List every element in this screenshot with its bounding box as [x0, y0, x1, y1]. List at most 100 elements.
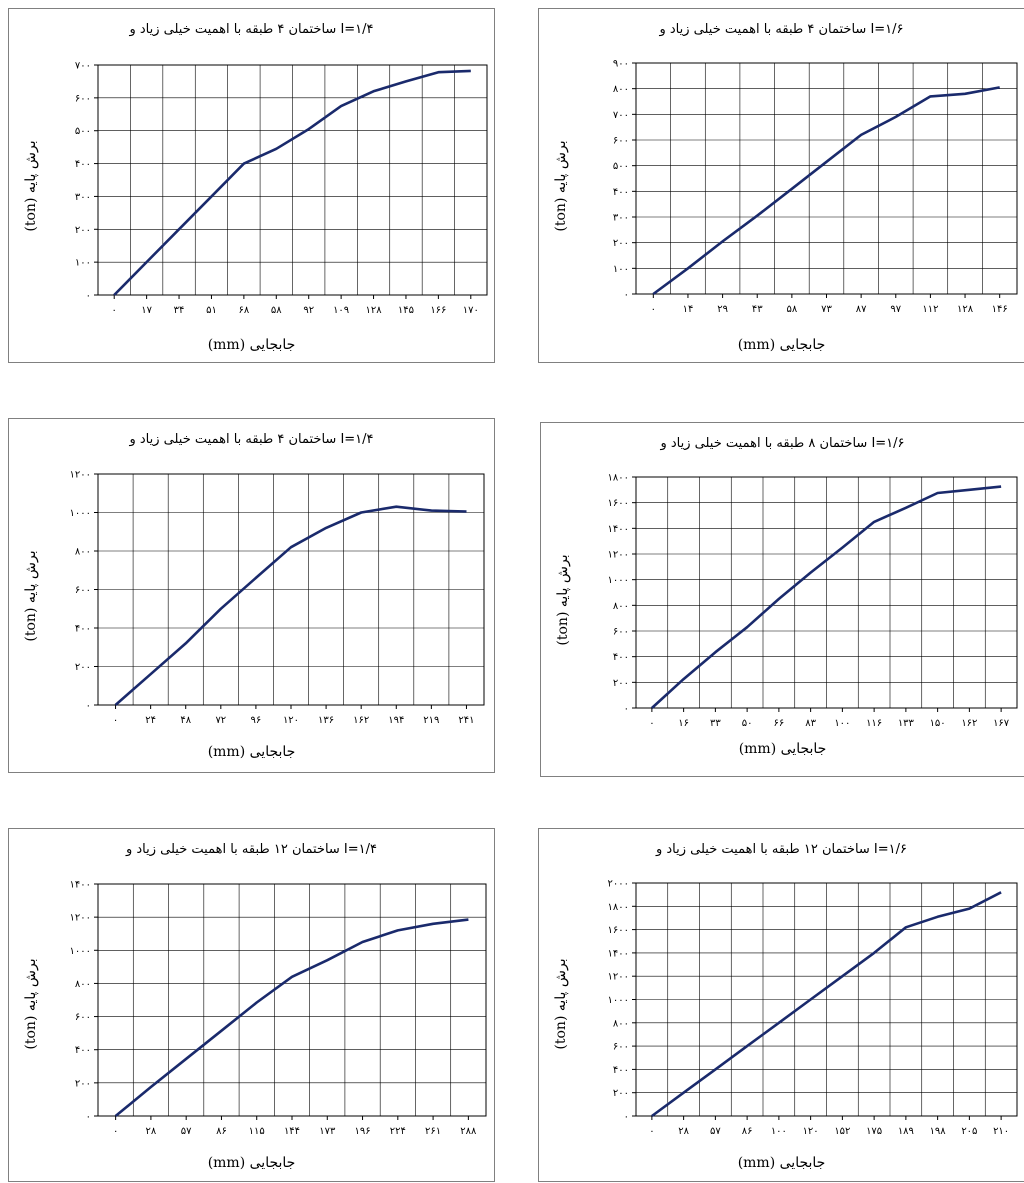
y-tick-label: ۴۰۰	[75, 624, 91, 635]
x-tick-label: ۲۴۱	[458, 715, 474, 726]
x-tick-label: ۱۶۲	[961, 718, 977, 729]
x-tick-label: ۱۹۶	[354, 1126, 370, 1137]
y-tick-label: ۸۰۰	[613, 84, 629, 95]
x-tick-label: ۲۱۹	[423, 715, 439, 726]
y-tick-label: ۶۰۰	[613, 136, 629, 147]
x-tick-label: ۱۷	[141, 305, 152, 316]
y-tick-label: ۱۰۰	[75, 258, 91, 269]
x-tick-label: ۵۷	[181, 1126, 192, 1137]
x-tick-label: ۲۴	[145, 715, 156, 726]
y-axis-label: (ton) برش پایه	[23, 550, 39, 642]
x-tick-label: ۵۸	[786, 304, 797, 315]
series-line	[113, 69, 471, 296]
x-tick-label: ۲۲۴	[390, 1126, 406, 1137]
x-axis-label: (mm) جابجایی	[207, 1155, 296, 1171]
x-axis-label: (mm) جابجایی	[737, 337, 826, 353]
x-tick-label: ۱۶	[678, 718, 689, 729]
x-tick-label: ۱۶۲	[353, 715, 369, 726]
y-tick-label: ۷۰۰	[613, 110, 629, 121]
y-tick-label: ۱۴۰۰	[608, 524, 629, 535]
x-tick-label: ۰	[112, 305, 117, 316]
x-axis-label: (mm) جابجایی	[207, 744, 296, 760]
x-tick-label: ۹۲	[303, 305, 314, 316]
x-tick-label: ۱۱۶	[866, 718, 882, 729]
series-line	[651, 891, 1002, 1118]
x-tick-label: ۸۷	[856, 304, 867, 315]
series-line	[114, 918, 469, 1118]
x-tick-label: ۱۲۰	[283, 715, 299, 726]
y-tick-label: ۲۰۰	[75, 225, 91, 236]
x-tick-label: ۱۷۳	[319, 1126, 336, 1137]
x-tick-label: ۰	[651, 304, 656, 315]
x-tick-label: ۱۹۸	[930, 1126, 947, 1137]
y-axis-label: (ton) برش پایه	[23, 140, 39, 232]
x-tick-label: ۱۲۸	[365, 305, 382, 316]
chart-plot: ۰ ۲۰۰ ۴۰۰ ۶۰۰ ۸۰۰ ۱۰۰۰ ۱۲۰۰ ۰ ۲۴ ۴۸ ۷۲ ۹۶ ۱۲۰ ۱۳۶ ۱۶۲ ۱…	[70, 470, 485, 726]
y-tick-label: ۸۰۰	[75, 547, 91, 558]
x-tick-label: ۹۶	[251, 715, 262, 726]
x-tick-label: ۱۰۰	[771, 1126, 787, 1137]
y-tick-label: ۰	[86, 1112, 91, 1123]
chart-plot: ۰ ۲۰۰ ۴۰۰ ۶۰۰ ۸۰۰ ۱۰۰۰ ۱۲۰۰ ۱۴۰۰ ۱۶۰۰ ۱۸۰۰ ۲۰۰۰ ۰ ۲۸…	[608, 879, 1018, 1137]
x-tick-label: ۲۸	[146, 1126, 157, 1137]
chart-plot: ۰ ۱۰۰ ۲۰۰ ۳۰۰ ۴۰۰ ۵۰۰ ۶۰۰ ۷۰۰ ۸۰۰ ۹۰۰ ۰ ۱۴ ۲۹ ۴۳ ۵۸ ۷۳ ۸…	[613, 59, 1018, 315]
x-tick-label: ۱۵۲	[834, 1126, 850, 1137]
y-tick-label: ۱۰۰	[613, 264, 629, 275]
x-tick-label: ۳۳	[710, 718, 721, 729]
chart-panel-12-story-i16: ساختمان ۱۲ طبقه با اهمیت خیلی زیاد و I=۱…	[538, 828, 1024, 1182]
y-tick-label: ۰	[86, 291, 91, 302]
y-axis-label: (ton) برش پایه	[23, 958, 39, 1050]
x-tick-label: ۸۳	[805, 718, 816, 729]
chart-title: ساختمان ۴ طبقه با اهمیت خیلی زیاد و I=۱/…	[129, 432, 374, 447]
y-tick-label: ۳۰۰	[613, 213, 629, 224]
y-tick-label: ۲۰۰	[75, 662, 91, 673]
x-axis-label: (mm) جابجایی	[207, 337, 296, 353]
y-tick-label: ۲۰۰	[613, 1088, 629, 1099]
x-tick-label: ۱۲۸	[957, 304, 974, 315]
y-tick-label: ۶۰۰	[613, 1042, 629, 1053]
x-tick-label: ۵۷	[710, 1126, 721, 1137]
x-tick-label: ۱۴۴	[284, 1126, 300, 1137]
y-tick-label: ۱۰۰۰	[70, 946, 91, 957]
x-tick-label: ۱۱۲	[922, 304, 938, 315]
y-tick-label: ۴۰۰	[613, 187, 629, 198]
y-tick-label: ۶۰۰	[75, 1012, 91, 1023]
y-tick-label: ۸۰۰	[613, 601, 629, 612]
chart-title: ساختمان ۱۲ طبقه با اهمیت خیلی زیاد و I=۱…	[655, 842, 908, 857]
y-tick-label: ۱۰۰۰	[70, 508, 91, 519]
x-tick-label: ۱۱۵	[249, 1126, 265, 1137]
x-tick-label: ۱۳۶	[318, 715, 334, 726]
chart-title: ساختمان ۴ طبقه با اهمیت خیلی زیاد و I=۱/…	[129, 22, 374, 37]
y-tick-label: ۱۸۰۰	[608, 473, 629, 484]
y-tick-label: ۶۰۰	[75, 93, 91, 104]
chart-title: ساختمان ۱۲ طبقه با اهمیت خیلی زیاد و I=۱…	[125, 842, 378, 857]
x-tick-label: ۱۶۷	[993, 718, 1010, 729]
x-tick-label: ۱۶۶	[430, 305, 446, 316]
x-tick-label: ۱۸۹	[898, 1126, 914, 1137]
y-tick-label: ۷۰۰	[75, 61, 91, 72]
x-tick-label: ۲۸۸	[460, 1126, 477, 1137]
y-tick-label: ۱۲۰۰	[70, 913, 91, 924]
x-tick-label: ۲۰۵	[961, 1126, 977, 1137]
x-tick-label: ۱۴۵	[398, 305, 414, 316]
chart-panel-4-story-i16: ساختمان ۴ طبقه با اهمیت خیلی زیاد و I=۱/…	[538, 8, 1024, 363]
y-tick-label: ۹۰۰	[613, 59, 629, 70]
x-tick-label: ۹۷	[890, 304, 901, 315]
y-tick-label: ۶۰۰	[613, 627, 629, 638]
y-tick-label: ۴۰۰	[613, 652, 629, 663]
y-tick-label: ۴۰۰	[75, 159, 91, 170]
y-tick-label: ۸۰۰	[75, 979, 91, 990]
x-tick-label: ۰	[649, 1126, 654, 1137]
chart-panel-4-story-i14-b: ساختمان ۴ طبقه با اهمیت خیلی زیاد و I=۱/…	[8, 418, 495, 773]
x-tick-label: ۴۸	[180, 715, 191, 726]
series-line	[652, 86, 1000, 296]
y-tick-label: ۱۲۰۰	[70, 470, 91, 481]
x-tick-label: ۴۳	[752, 304, 763, 315]
chart-plot: ۰ ۲۰۰ ۴۰۰ ۶۰۰ ۸۰۰ ۱۰۰۰ ۱۲۰۰ ۱۴۰۰ ۰ ۲۸ ۵۷ ۸۶ ۱۱۵ ۱۴۴ ۱۷…	[70, 880, 487, 1137]
chart-panel-8-story-i16: ساختمان ۸ طبقه با اهمیت خیلی زیاد و I=۱/…	[540, 422, 1024, 777]
y-tick-label: ۴۰۰	[613, 1065, 629, 1076]
y-axis-label: (ton) برش پایه	[553, 958, 569, 1050]
y-tick-label: ۱۰۰۰	[608, 575, 629, 586]
y-tick-label: ۰	[624, 1112, 629, 1123]
y-tick-label: ۱۲۰۰	[608, 972, 629, 983]
